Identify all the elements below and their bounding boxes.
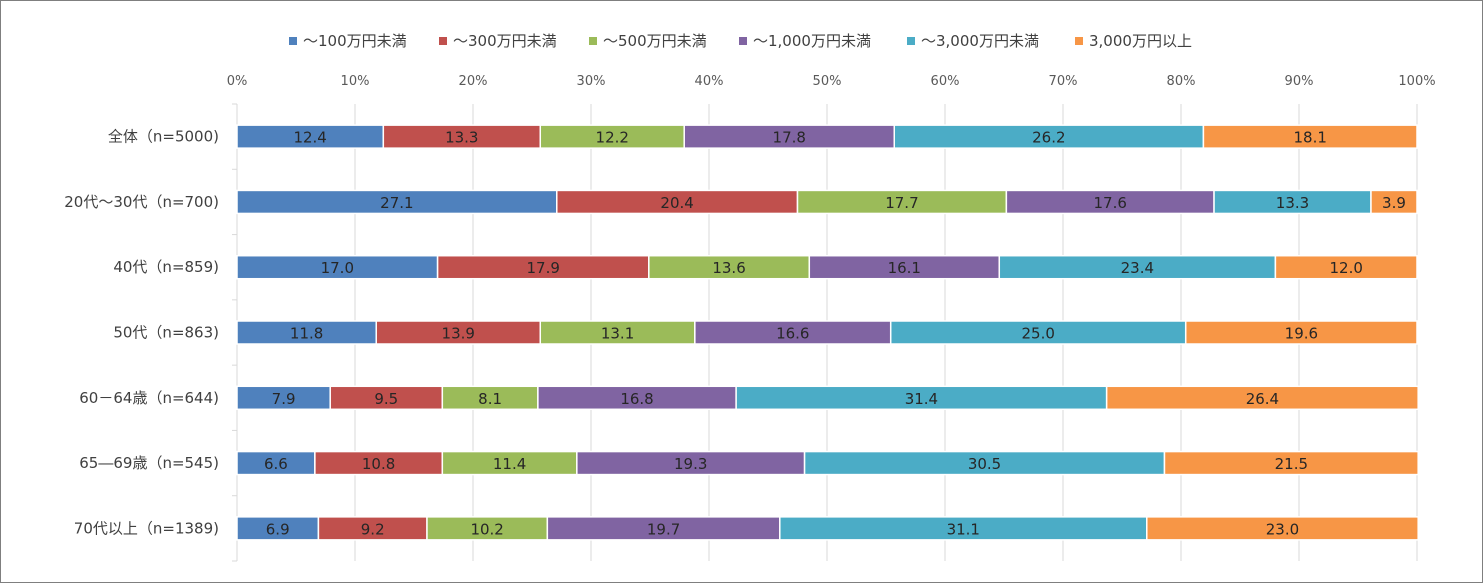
legend-swatch xyxy=(907,37,915,45)
data-label: 6.6 xyxy=(264,455,288,473)
bar-row: 6.6 10.8 11.4 19.3 30.5 21.5 xyxy=(236,450,1419,476)
legend-label: ～1,000万円未満 xyxy=(753,32,871,50)
data-label: 10.2 xyxy=(470,520,503,538)
bar-segment xyxy=(1184,320,1418,345)
data-label: 13.3 xyxy=(1276,194,1309,212)
data-label: 31.1 xyxy=(947,520,980,538)
data-label: 16.6 xyxy=(776,325,809,343)
x-tick-label: 60% xyxy=(931,74,960,89)
category-label: 全体（n=5000) xyxy=(108,128,219,146)
legend-label: ～3,000万円未満 xyxy=(921,32,1039,50)
x-tick-label: 10% xyxy=(341,74,370,89)
data-label: 13.9 xyxy=(442,325,475,343)
data-label: 17.8 xyxy=(773,129,806,147)
data-label: 19.6 xyxy=(1285,325,1318,343)
bar-segment xyxy=(1202,124,1418,149)
category-label: 40代（n=859) xyxy=(113,258,219,276)
x-tick-label: 20% xyxy=(459,74,488,89)
data-label: 10.8 xyxy=(362,455,395,473)
data-label: 23.0 xyxy=(1266,520,1299,538)
data-label: 30.5 xyxy=(968,455,1001,473)
x-tick-label: 0% xyxy=(227,74,248,89)
category-label: 65―69歳（n=545) xyxy=(79,454,219,472)
data-label: 23.4 xyxy=(1121,259,1154,277)
data-label: 16.8 xyxy=(620,390,653,408)
data-label: 9.2 xyxy=(361,520,385,538)
data-label: 26.4 xyxy=(1246,390,1279,408)
data-label: 18.1 xyxy=(1294,129,1327,147)
data-label: 21.5 xyxy=(1275,455,1308,473)
bar-segment xyxy=(1105,385,1419,411)
legend-swatch xyxy=(1075,37,1083,45)
x-tick-label: 40% xyxy=(695,74,724,89)
bar-segment xyxy=(1146,516,1419,541)
bar-segment xyxy=(1370,189,1418,215)
legend-swatch xyxy=(739,37,747,45)
data-label: 13.1 xyxy=(601,325,634,343)
data-label: 31.4 xyxy=(905,390,938,408)
data-label: 8.1 xyxy=(478,390,502,408)
data-label: 9.5 xyxy=(374,390,398,408)
data-label: 16.1 xyxy=(888,259,921,277)
legend-swatch xyxy=(589,37,597,45)
legend-label: 3,000万円以上 xyxy=(1089,32,1192,50)
x-tick-label: 50% xyxy=(813,74,842,89)
legend-swatch xyxy=(439,37,447,45)
data-label: 12.2 xyxy=(596,129,629,147)
legend-swatch xyxy=(289,37,297,45)
legend-label: ～300万円未満 xyxy=(453,32,557,50)
data-label: 20.4 xyxy=(660,194,693,212)
x-tick-label: 70% xyxy=(1049,74,1078,89)
data-label: 12.4 xyxy=(293,129,326,147)
bar-row: 12.4 13.3 12.2 17.8 26.2 18.1 xyxy=(236,124,1418,149)
legend-label: ～100万円未満 xyxy=(303,32,407,50)
data-label: 3.9 xyxy=(1382,194,1406,212)
data-label: 13.6 xyxy=(712,259,745,277)
bar-row: 11.8 13.9 13.1 16.6 25.0 19.6 xyxy=(236,320,1418,345)
category-label: 60－64歳（n=644) xyxy=(79,389,219,407)
x-tick-label: 90% xyxy=(1285,74,1314,89)
x-tick-label: 80% xyxy=(1167,74,1196,89)
bar-segment xyxy=(1274,254,1418,280)
data-label: 17.0 xyxy=(321,259,354,277)
category-label: 50代（n=863) xyxy=(113,324,219,342)
data-label: 7.9 xyxy=(272,390,296,408)
data-label: 17.7 xyxy=(885,194,918,212)
category-label: 20代～30代（n=700) xyxy=(64,193,219,211)
data-label: 11.4 xyxy=(493,455,526,473)
bar-row: 27.1 20.4 17.7 17.6 13.3 3.9 xyxy=(236,189,1418,215)
category-label: 70代以上（n=1389) xyxy=(74,519,219,537)
bar-row: 17.0 17.9 13.6 16.1 23.4 12.0 xyxy=(236,254,1418,280)
data-label: 11.8 xyxy=(290,325,323,343)
data-label: 26.2 xyxy=(1032,129,1065,147)
data-label: 13.3 xyxy=(445,129,478,147)
data-label: 27.1 xyxy=(380,194,413,212)
data-label: 17.6 xyxy=(1093,194,1126,212)
legend-label: ～500万円未満 xyxy=(603,32,707,50)
data-label: 19.7 xyxy=(647,520,680,538)
bar-row: 6.9 9.2 10.2 19.7 31.1 23.0 xyxy=(236,516,1419,541)
data-label: 25.0 xyxy=(1022,325,1055,343)
bar-row: 7.9 9.5 8.1 16.8 31.4 26.4 xyxy=(236,385,1419,411)
bar-segment xyxy=(1163,450,1419,476)
data-label: 19.3 xyxy=(674,455,707,473)
data-label: 12.0 xyxy=(1329,259,1362,277)
data-label: 6.9 xyxy=(266,520,290,538)
data-label: 17.9 xyxy=(527,259,560,277)
x-tick-label: 100% xyxy=(1398,74,1435,89)
legend: ～100万円未満 ～300万円未満 ～500万円未満 ～1,000万円未満 ～3,000… xyxy=(289,32,1192,50)
x-tick-label: 30% xyxy=(577,74,606,89)
